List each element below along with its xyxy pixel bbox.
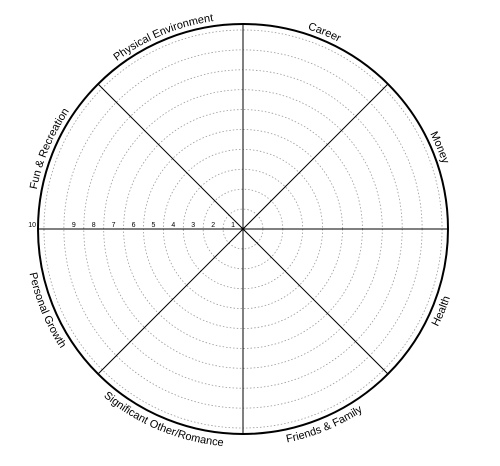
scale-label-2: 2 — [211, 222, 215, 229]
scale-label-3: 3 — [191, 222, 195, 229]
scale-label-1: 1 — [231, 222, 235, 229]
segment-dividers — [38, 24, 448, 434]
segment-label-friends-family: Friends & Family — [285, 403, 365, 445]
scale-label-8: 8 — [92, 222, 96, 229]
scale-label-7: 7 — [112, 222, 116, 229]
score-scale: 1 2 3 4 5 6 7 8 9 10 — [28, 222, 235, 229]
segment-labels: Career Money Health Friends & Family Sig… — [27, 12, 453, 449]
segment-label-physical-environment: Physical Environment — [111, 12, 214, 63]
segment-label-fun-recreation: Fun & Recreation — [28, 106, 72, 190]
scale-label-6: 6 — [132, 222, 136, 229]
segment-label-personal-growth: Personal Growth — [27, 271, 69, 350]
segment-divider-4 — [97, 83, 389, 375]
scale-label-10: 10 — [28, 222, 36, 229]
scale-label-4: 4 — [171, 222, 175, 229]
segment-label-significant-other: Significant Other/Romance — [102, 389, 225, 449]
scale-label-5: 5 — [151, 222, 155, 229]
scale-label-9: 9 — [72, 222, 76, 229]
segment-label-health: Health — [430, 295, 453, 329]
wheel-outer-circle — [37, 23, 449, 435]
